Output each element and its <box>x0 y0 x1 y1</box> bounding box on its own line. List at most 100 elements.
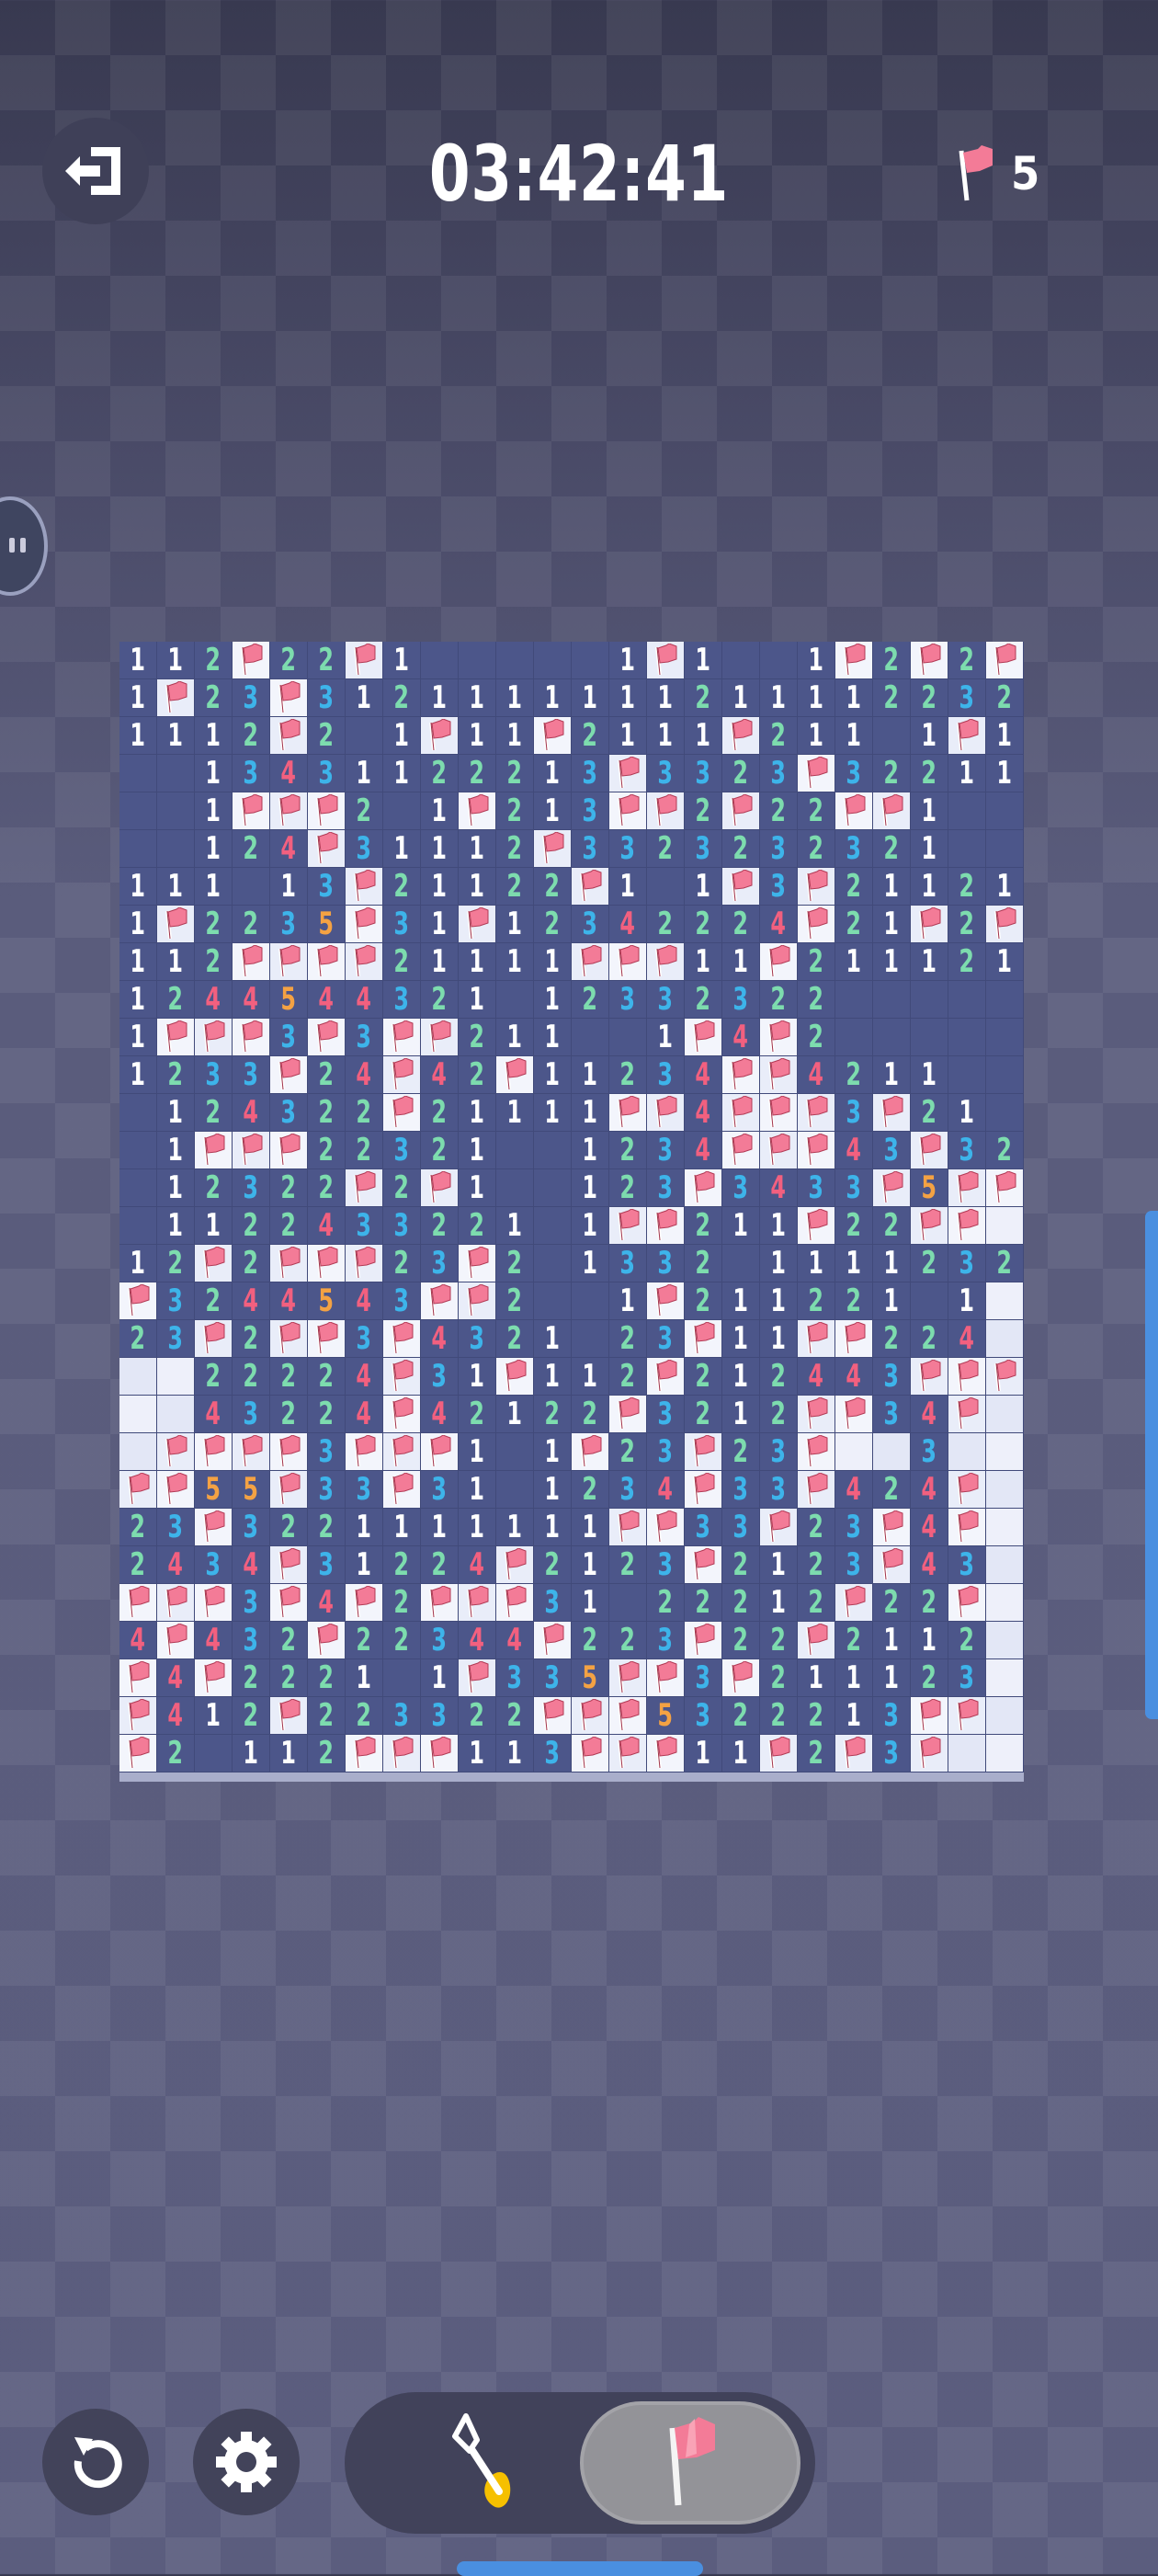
cell-number[interactable]: 3 <box>383 1207 421 1245</box>
cell-unrevealed[interactable] <box>157 1358 195 1396</box>
cell-empty[interactable] <box>911 981 948 1019</box>
cell-number[interactable]: 4 <box>760 906 798 943</box>
cell-number[interactable]: 1 <box>873 943 911 981</box>
cell-number[interactable]: 3 <box>948 1546 986 1584</box>
cell-number[interactable]: 2 <box>346 1697 383 1735</box>
cell-flagged[interactable] <box>948 1169 986 1207</box>
cell-number[interactable]: 1 <box>459 981 496 1019</box>
cell-number[interactable]: 2 <box>835 1207 873 1245</box>
cell-number[interactable]: 3 <box>572 830 609 868</box>
cell-flagged[interactable] <box>157 1019 195 1056</box>
cell-number[interactable]: 1 <box>609 642 647 679</box>
cell-flagged[interactable] <box>685 1433 722 1471</box>
cell-number[interactable]: 1 <box>346 755 383 792</box>
cell-number[interactable]: 5 <box>195 1471 233 1509</box>
cell-number[interactable]: 3 <box>383 1282 421 1320</box>
cell-flagged[interactable] <box>798 1207 835 1245</box>
cell-empty[interactable] <box>911 1282 948 1320</box>
cell-flagged[interactable] <box>647 1282 685 1320</box>
cell-number[interactable]: 2 <box>534 1396 572 1433</box>
cell-number[interactable]: 5 <box>647 1697 685 1735</box>
cell-number[interactable]: 2 <box>873 1584 911 1622</box>
cell-flagged[interactable] <box>195 1659 233 1697</box>
cell-number[interactable]: 2 <box>119 1509 157 1546</box>
cell-number[interactable]: 4 <box>459 1622 496 1659</box>
cell-flagged[interactable] <box>647 792 685 830</box>
cell-flagged[interactable] <box>346 1169 383 1207</box>
cell-number[interactable]: 3 <box>534 1584 572 1622</box>
cell-number[interactable]: 4 <box>760 1169 798 1207</box>
cell-number[interactable]: 2 <box>798 1019 835 1056</box>
cell-flagged[interactable] <box>948 1207 986 1245</box>
cell-number[interactable]: 1 <box>873 1245 911 1282</box>
cell-unrevealed[interactable] <box>986 1735 1024 1772</box>
cell-number[interactable]: 1 <box>157 943 195 981</box>
cell-number[interactable]: 2 <box>195 679 233 717</box>
cell-number[interactable]: 2 <box>798 943 835 981</box>
cell-flagged[interactable] <box>835 792 873 830</box>
cell-number[interactable]: 1 <box>760 1584 798 1622</box>
cell-number[interactable]: 2 <box>609 1622 647 1659</box>
cell-flagged[interactable] <box>835 1584 873 1622</box>
cell-empty[interactable] <box>534 1245 572 1282</box>
cell-number[interactable]: 1 <box>195 755 233 792</box>
cell-flagged[interactable] <box>798 1320 835 1358</box>
cell-number[interactable]: 3 <box>873 1697 911 1735</box>
cell-number[interactable]: 2 <box>798 1697 835 1735</box>
cell-number[interactable]: 1 <box>421 943 459 981</box>
cell-number[interactable]: 4 <box>835 1358 873 1396</box>
cell-number[interactable]: 4 <box>346 1056 383 1094</box>
cell-number[interactable]: 3 <box>270 1019 308 1056</box>
cell-number[interactable]: 1 <box>798 1245 835 1282</box>
cell-number[interactable]: 2 <box>383 1546 421 1584</box>
cell-number[interactable]: 4 <box>911 1471 948 1509</box>
cell-number[interactable]: 1 <box>459 830 496 868</box>
cell-empty[interactable] <box>572 1282 609 1320</box>
cell-flagged[interactable] <box>647 1358 685 1396</box>
cell-number[interactable]: 3 <box>459 1320 496 1358</box>
cell-number[interactable]: 1 <box>459 1169 496 1207</box>
cell-number[interactable]: 1 <box>534 981 572 1019</box>
cell-flagged[interactable] <box>722 1056 760 1094</box>
cell-number[interactable]: 1 <box>948 755 986 792</box>
cell-flagged[interactable] <box>346 943 383 981</box>
cell-flagged[interactable] <box>195 1584 233 1622</box>
cell-flagged[interactable] <box>534 830 572 868</box>
cell-number[interactable]: 2 <box>722 906 760 943</box>
cell-flagged[interactable] <box>835 1735 873 1772</box>
cell-number[interactable]: 1 <box>572 679 609 717</box>
cell-flagged[interactable] <box>119 1584 157 1622</box>
cell-number[interactable]: 4 <box>685 1056 722 1094</box>
cell-number[interactable]: 2 <box>685 906 722 943</box>
cell-number[interactable]: 2 <box>685 679 722 717</box>
cell-number[interactable]: 2 <box>534 1546 572 1584</box>
cell-flagged[interactable] <box>609 1207 647 1245</box>
cell-number[interactable]: 1 <box>986 755 1024 792</box>
cell-number[interactable]: 2 <box>798 1584 835 1622</box>
cell-number[interactable]: 1 <box>157 1207 195 1245</box>
cell-flagged[interactable] <box>760 943 798 981</box>
cell-number[interactable]: 3 <box>233 1584 270 1622</box>
cell-number[interactable]: 3 <box>873 1358 911 1396</box>
cell-number[interactable]: 1 <box>496 679 534 717</box>
cell-number[interactable]: 1 <box>798 679 835 717</box>
cell-number[interactable]: 3 <box>270 906 308 943</box>
cell-number[interactable]: 2 <box>346 1094 383 1132</box>
cell-number[interactable]: 2 <box>459 1697 496 1735</box>
home-indicator[interactable] <box>457 2561 703 2576</box>
cell-number[interactable]: 1 <box>835 717 873 755</box>
cell-flagged[interactable] <box>270 792 308 830</box>
cell-number[interactable]: 5 <box>308 906 346 943</box>
cell-empty[interactable] <box>157 792 195 830</box>
cell-number[interactable]: 2 <box>911 755 948 792</box>
cell-number[interactable]: 2 <box>572 981 609 1019</box>
cell-flagged[interactable] <box>270 1697 308 1735</box>
cell-flagged[interactable] <box>609 755 647 792</box>
cell-number[interactable]: 1 <box>119 981 157 1019</box>
cell-number[interactable]: 1 <box>157 868 195 906</box>
cell-number[interactable]: 4 <box>157 1546 195 1584</box>
cell-flagged[interactable] <box>722 792 760 830</box>
cell-number[interactable]: 1 <box>647 1019 685 1056</box>
cell-empty[interactable] <box>534 642 572 679</box>
cell-empty[interactable] <box>346 717 383 755</box>
